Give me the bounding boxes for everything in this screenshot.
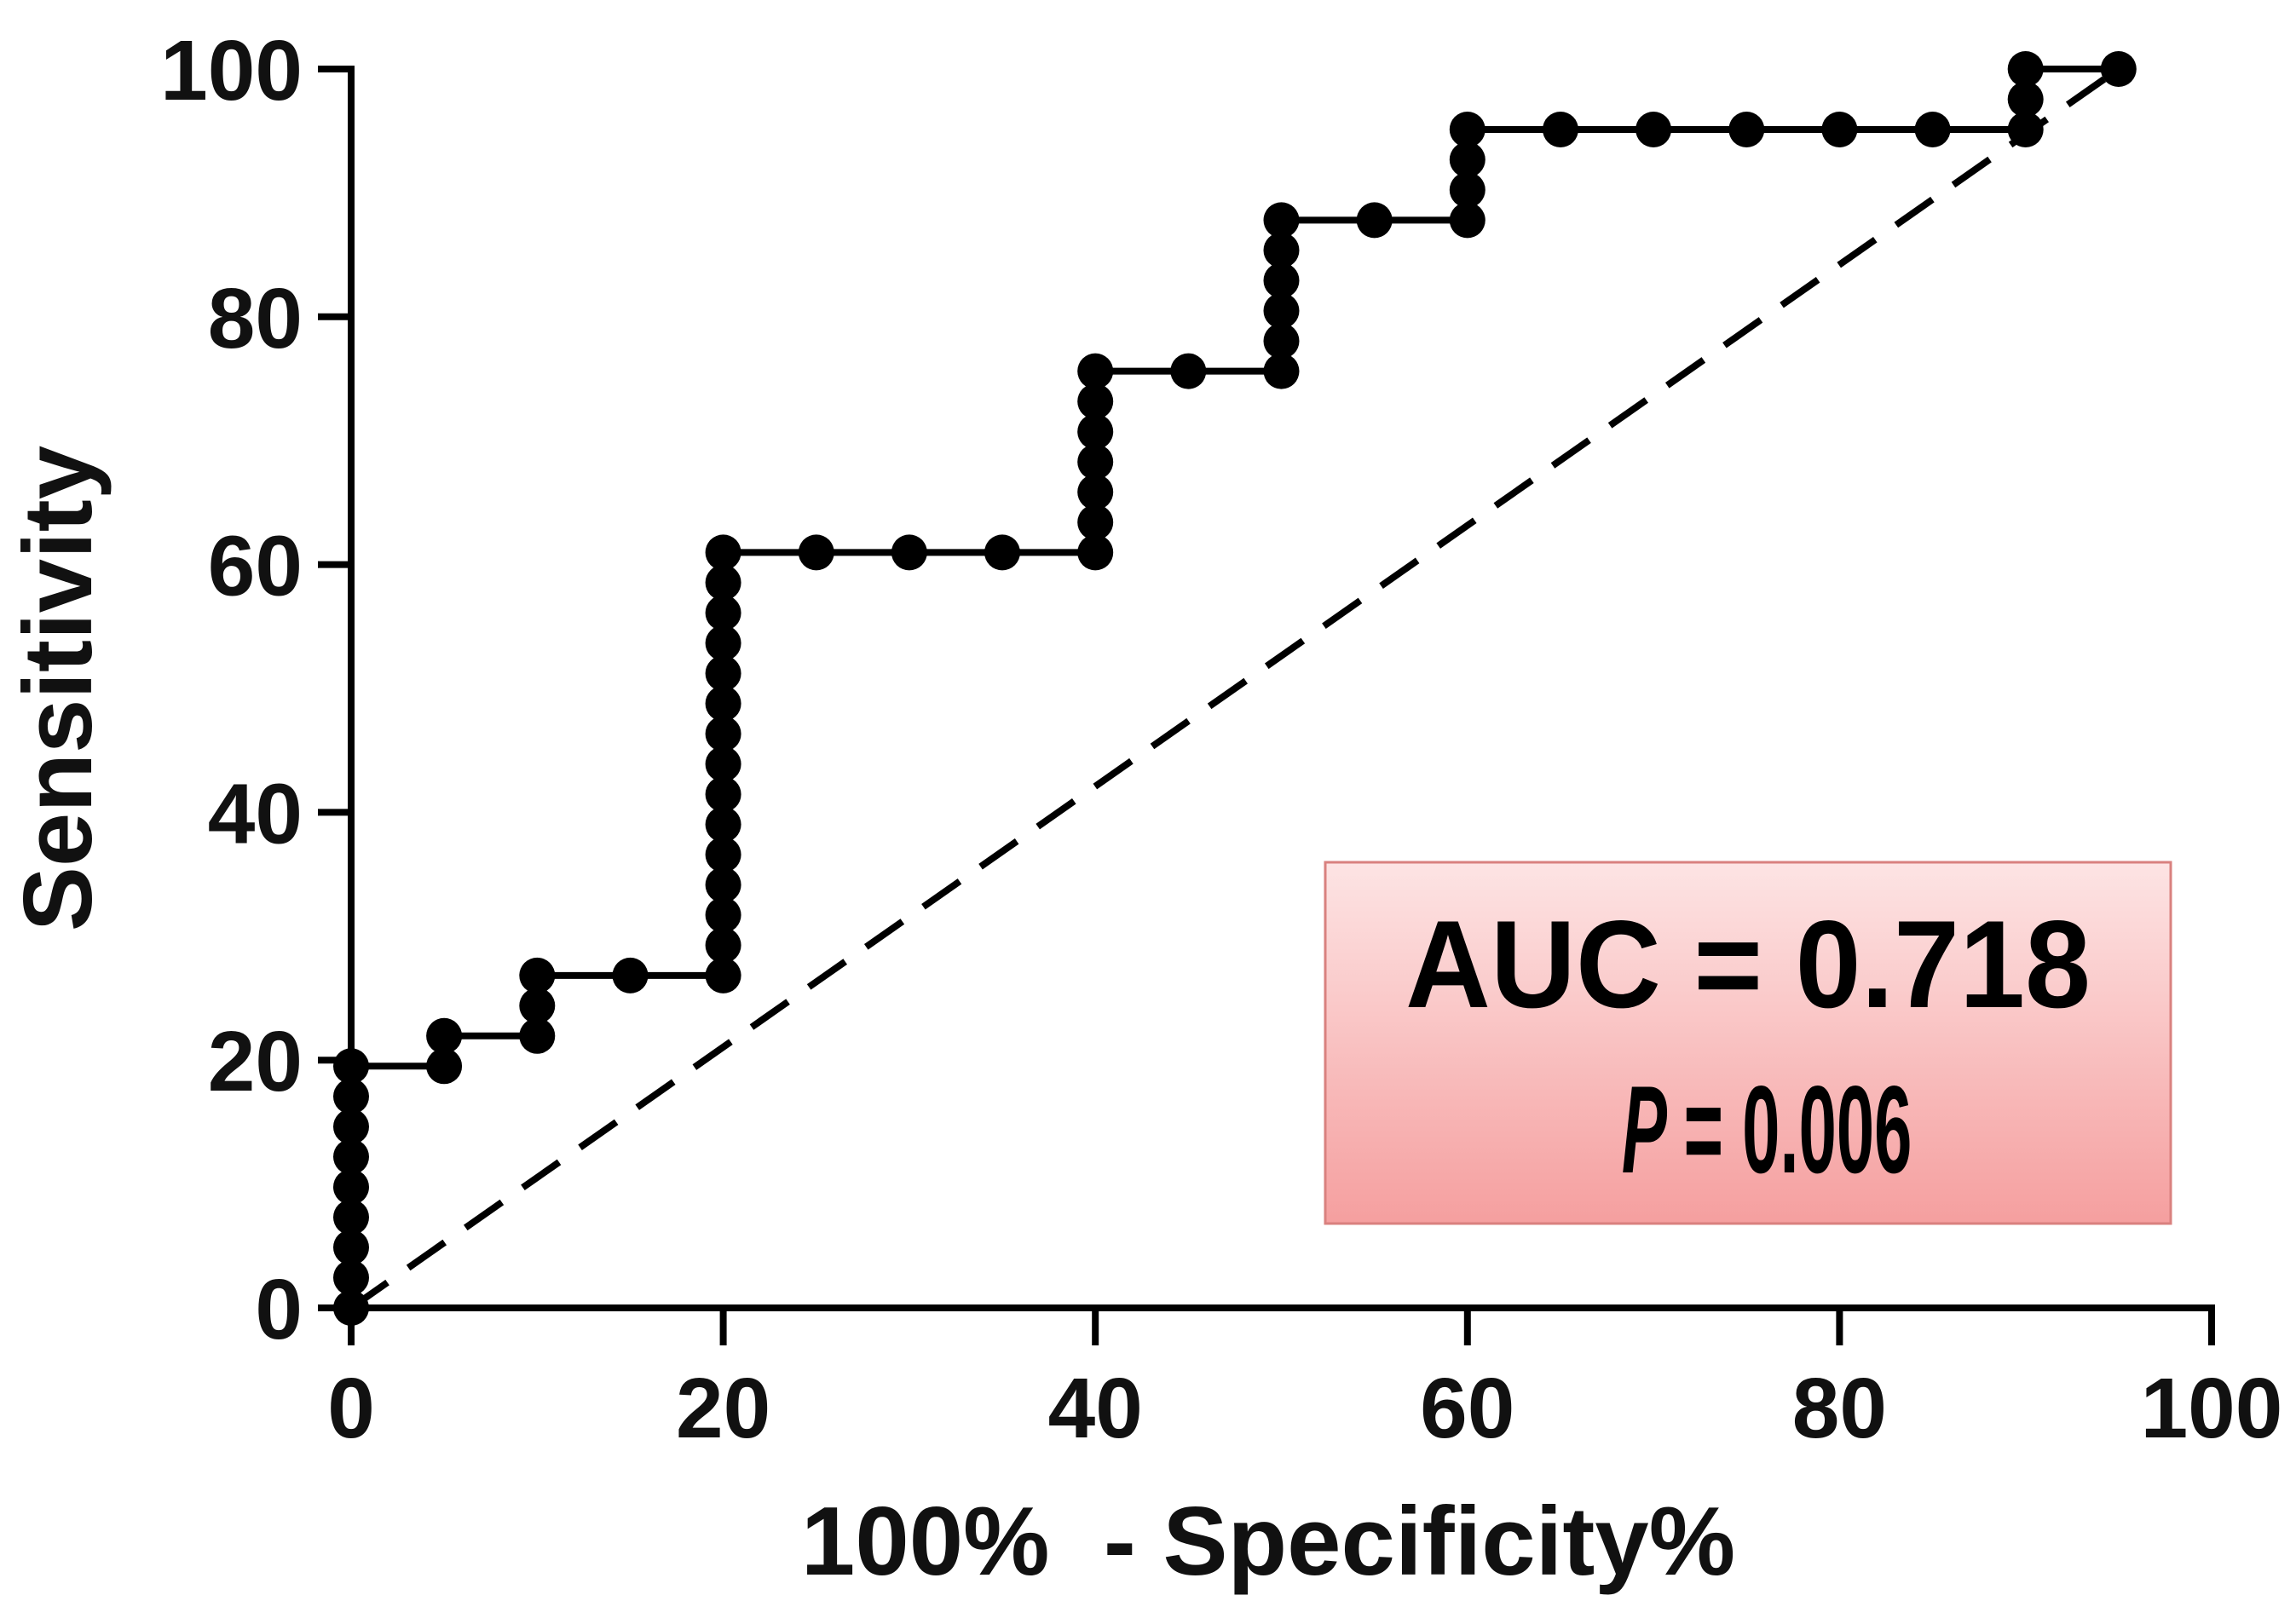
data-point <box>705 534 741 571</box>
data-point <box>705 927 741 964</box>
data-point <box>798 534 834 571</box>
data-point <box>1077 383 1114 420</box>
data-point <box>333 1259 369 1296</box>
x-tick-label: 0 <box>327 1361 375 1456</box>
data-point <box>705 806 741 843</box>
axes: 0 20 40 60 80 100 0 20 40 60 80 100 <box>160 23 2282 1456</box>
data-point <box>1263 323 1300 360</box>
data-point <box>1449 112 1485 147</box>
data-point <box>1449 141 1485 178</box>
data-point <box>612 957 649 993</box>
data-point <box>2007 112 2044 147</box>
y-tick-label: 100 <box>160 23 303 118</box>
data-point <box>1543 112 1578 147</box>
data-point <box>705 957 741 993</box>
x-tick-label: 60 <box>1420 1361 1514 1456</box>
p-value-text: = 0.006 <box>1684 1060 1912 1199</box>
data-point <box>426 1048 463 1085</box>
data-point <box>984 534 1020 571</box>
p-value-label: P= 0.006 <box>1490 1060 2006 1199</box>
data-point <box>1635 112 1672 147</box>
data-point <box>1077 534 1114 571</box>
data-point <box>1728 112 1765 147</box>
data-point <box>1449 202 1485 239</box>
y-tick-label: 0 <box>255 1262 303 1357</box>
data-point <box>333 1290 369 1326</box>
data-point <box>2007 81 2044 118</box>
data-point <box>1821 112 1858 147</box>
data-point <box>1449 171 1485 208</box>
reference-diagonal-line <box>349 66 2121 1311</box>
x-tick-label: 80 <box>1792 1361 1887 1456</box>
x-tick-label: 40 <box>1048 1361 1143 1456</box>
annotation-background <box>1324 861 2172 1225</box>
data-point <box>1077 413 1114 450</box>
x-axis-ticks: 0 20 40 60 80 100 <box>327 1304 2283 1456</box>
data-point <box>705 896 741 933</box>
y-tick-label: 80 <box>208 271 303 366</box>
data-point <box>1263 232 1300 268</box>
data-points-layer <box>333 51 2137 1326</box>
x-tick-label: 100 <box>2141 1361 2283 1456</box>
y-axis-ticks: 0 20 40 60 80 100 <box>160 23 355 1357</box>
data-point <box>705 776 741 813</box>
reference-line-layer <box>349 66 2121 1311</box>
data-point <box>333 1230 369 1265</box>
data-point <box>1170 353 1207 389</box>
auc-annotation-box: AUC = 0.718 P= 0.006 <box>1324 861 2172 1225</box>
data-point <box>705 746 741 782</box>
data-point <box>333 1169 369 1206</box>
data-point <box>705 716 741 752</box>
data-point <box>519 1017 556 1054</box>
data-point <box>1356 202 1393 239</box>
data-point <box>333 1199 369 1235</box>
y-tick-label: 60 <box>208 519 303 614</box>
data-point <box>705 837 741 872</box>
auc-label: AUC = 0.718 <box>1405 895 2091 1034</box>
y-axis-title: Sensitivity <box>4 446 112 931</box>
data-point <box>1077 504 1114 540</box>
data-point <box>705 595 741 631</box>
data-point <box>1263 353 1300 389</box>
data-point <box>333 1138 369 1175</box>
data-point <box>333 1109 369 1145</box>
data-point <box>333 1078 369 1114</box>
data-point <box>891 534 927 571</box>
data-point <box>1077 474 1114 510</box>
data-point <box>1263 202 1300 239</box>
y-tick-label: 40 <box>208 766 303 861</box>
data-point <box>426 1017 463 1054</box>
data-point <box>705 867 741 903</box>
data-point <box>333 1048 369 1085</box>
data-point <box>705 655 741 692</box>
data-point <box>519 988 556 1024</box>
data-point <box>519 957 556 993</box>
data-point <box>2100 51 2137 87</box>
data-point <box>1077 353 1114 389</box>
data-point <box>1914 112 1951 147</box>
data-point <box>705 564 741 601</box>
data-point <box>1263 262 1300 299</box>
data-point <box>1077 444 1114 481</box>
data-point <box>705 685 741 722</box>
data-point <box>2007 51 2044 87</box>
x-tick-label: 20 <box>676 1361 770 1456</box>
p-symbol: P <box>1622 1060 1667 1199</box>
x-axis-title: 100% - Specificity% <box>801 1488 1735 1596</box>
data-point <box>1263 292 1300 329</box>
y-tick-label: 20 <box>208 1014 303 1109</box>
data-point <box>705 625 741 661</box>
